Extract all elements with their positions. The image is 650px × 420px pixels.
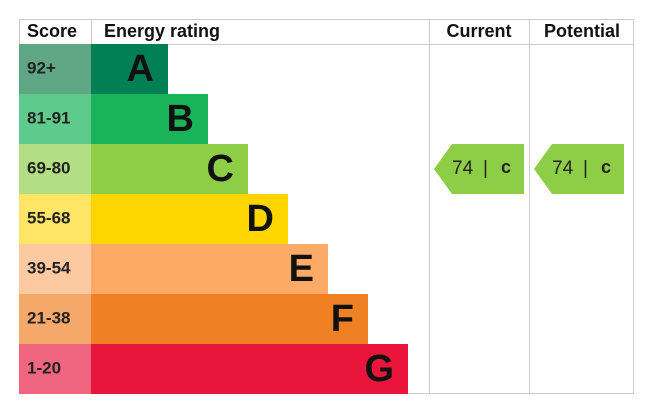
score-label: 21-38 [27,308,70,327]
rating-letter: F [331,298,354,340]
current-letter: c [501,157,511,177]
rating-letter: E [289,248,314,290]
score-label: 1-20 [27,358,61,377]
rating-letter: D [247,198,274,240]
header-score: Score [27,21,77,41]
score-cell [19,44,91,94]
score-cell [19,194,91,244]
rating-bar [91,244,328,294]
current-score: 74 [452,158,474,179]
score-label: 39-54 [27,258,71,277]
score-cell [19,294,91,344]
potential-letter: c [601,157,611,177]
rating-letter: A [127,48,154,90]
rating-bar [91,44,168,94]
score-label: 69-80 [27,158,70,177]
score-cell [19,144,91,194]
rating-bar [91,294,368,344]
score-label: 55-68 [27,208,70,227]
rating-bar [91,94,208,144]
score-cell [19,344,91,394]
score-label: 81-91 [27,108,70,127]
header-potential: Potential [544,21,620,41]
rating-bar [91,344,408,394]
rating-bar [91,194,288,244]
potential-separator: | [583,158,588,179]
score-cell [19,94,91,144]
current-arrow [434,144,524,194]
header-current: Current [446,21,511,41]
potential-score: 74 [552,158,574,179]
current-separator: | [483,158,488,179]
rating-letter: C [207,148,234,190]
score-label: 92+ [27,58,56,77]
score-cell [19,244,91,294]
rating-letter: G [364,348,394,390]
header-rating: Energy rating [104,21,220,41]
rating-letter: B [167,98,194,140]
potential-arrow [534,144,624,194]
rating-bar [91,144,248,194]
